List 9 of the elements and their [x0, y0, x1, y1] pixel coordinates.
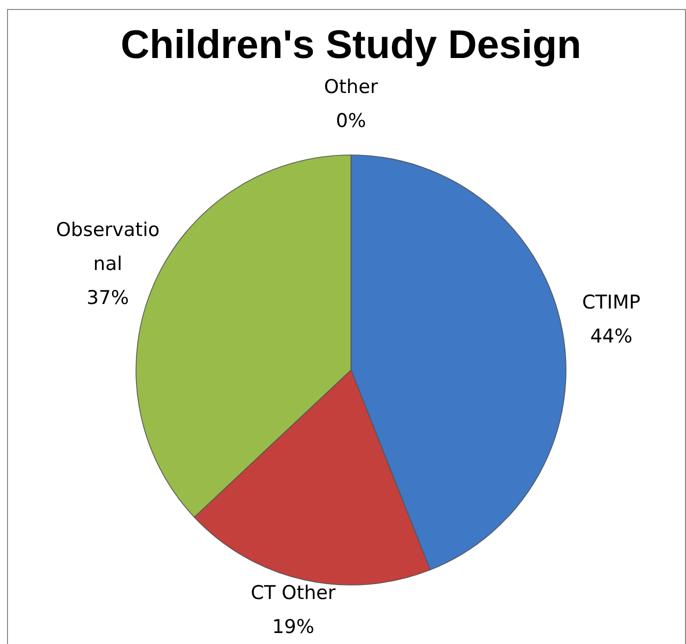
data-label: 44% [590, 326, 632, 348]
slice-label: CT Other [250, 582, 336, 604]
data-label: 37% [86, 286, 129, 309]
data-label: 19% [272, 616, 314, 638]
slice-label: Observational [56, 218, 160, 275]
chart-title: Children's Study Design [120, 23, 582, 67]
slice-label: CTIMP [582, 292, 640, 314]
category-label: Other [324, 76, 378, 98]
text: 0% [336, 110, 366, 132]
